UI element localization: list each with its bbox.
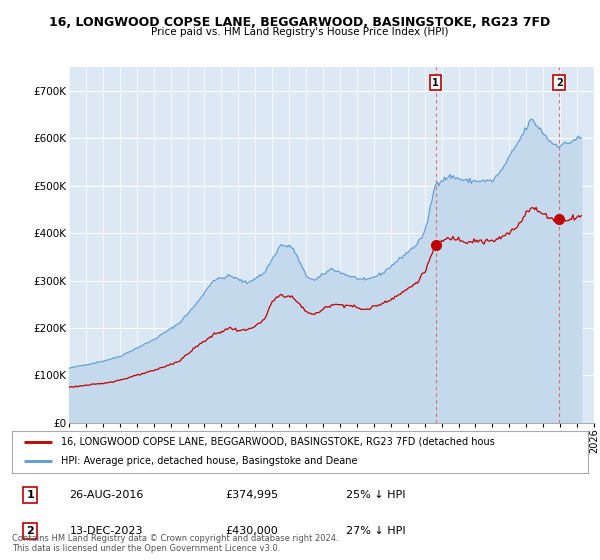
Text: £374,995: £374,995 bbox=[225, 490, 278, 500]
Text: 16, LONGWOOD COPSE LANE, BEGGARWOOD, BASINGSTOKE, RG23 7FD (detached hous: 16, LONGWOOD COPSE LANE, BEGGARWOOD, BAS… bbox=[61, 437, 495, 447]
Text: 2: 2 bbox=[26, 526, 34, 536]
Text: 13-DEC-2023: 13-DEC-2023 bbox=[70, 526, 143, 536]
Text: HPI: Average price, detached house, Basingstoke and Deane: HPI: Average price, detached house, Basi… bbox=[61, 456, 358, 466]
Text: Contains HM Land Registry data © Crown copyright and database right 2024.
This d: Contains HM Land Registry data © Crown c… bbox=[12, 534, 338, 553]
Text: 27% ↓ HPI: 27% ↓ HPI bbox=[346, 526, 406, 536]
Text: 1: 1 bbox=[432, 78, 439, 88]
Text: £430,000: £430,000 bbox=[225, 526, 278, 536]
Text: 2: 2 bbox=[556, 78, 563, 88]
Text: 1: 1 bbox=[26, 490, 34, 500]
Text: 25% ↓ HPI: 25% ↓ HPI bbox=[346, 490, 406, 500]
Text: 26-AUG-2016: 26-AUG-2016 bbox=[70, 490, 144, 500]
Text: Price paid vs. HM Land Registry's House Price Index (HPI): Price paid vs. HM Land Registry's House … bbox=[151, 27, 449, 37]
Text: 16, LONGWOOD COPSE LANE, BEGGARWOOD, BASINGSTOKE, RG23 7FD: 16, LONGWOOD COPSE LANE, BEGGARWOOD, BAS… bbox=[49, 16, 551, 29]
